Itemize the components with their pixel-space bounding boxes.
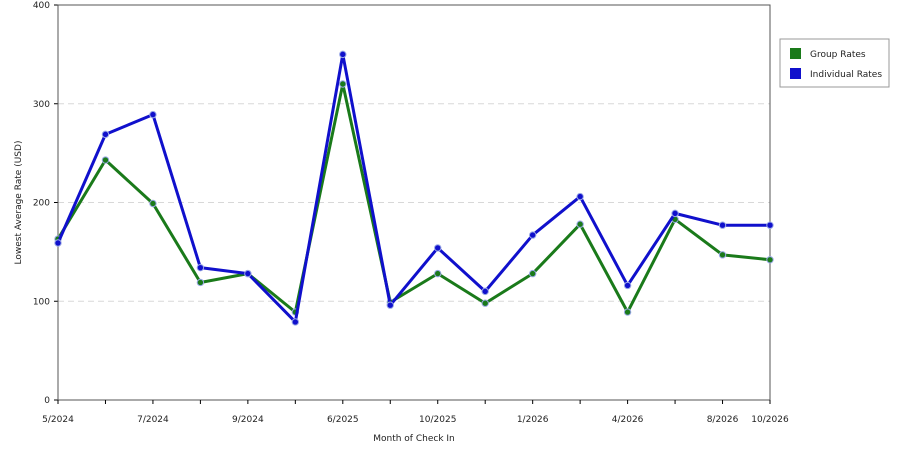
data-point-individual-rates[interactable] [718,221,727,229]
x-tick-label: 10/2026 [751,415,789,425]
data-point-individual-rates[interactable] [434,244,442,252]
x-tick-label: 8/2026 [707,415,739,425]
data-point-individual-rates[interactable] [54,239,62,247]
data-point-individual-rates[interactable] [196,263,205,272]
data-point-individual-rates[interactable] [291,318,300,326]
x-tick-label: 7/2024 [137,415,169,425]
legend-swatch-individual-rates [790,68,801,79]
y-tick-label: 200 [33,199,50,209]
data-point-group-rates[interactable] [434,269,442,278]
series-line-group-rates [56,82,771,314]
data-point-group-rates[interactable] [576,220,584,228]
legend-label-group-rates: Group Rates [810,50,866,60]
data-point-group-rates[interactable] [149,199,157,208]
data-point-individual-rates[interactable] [386,301,394,309]
data-point-individual-rates[interactable] [244,269,252,278]
grid [58,103,770,302]
legend: Group Rates Individual Rates [779,38,890,88]
legend-label-individual-rates: Individual Rates [810,70,882,80]
data-point-individual-rates[interactable] [623,281,632,290]
series-line-individual-rates [56,52,770,324]
data-point-group-rates[interactable] [718,251,727,259]
y-axis-title: Lowest Average Rate (USD) [14,141,24,265]
data-point-individual-rates[interactable] [149,110,157,119]
x-tick-label: 9/2024 [232,415,264,425]
legend-swatch-group-rates [790,48,801,59]
data-point-group-rates[interactable] [481,299,489,307]
y-tick-label: 300 [33,100,50,110]
data-point-individual-rates[interactable] [576,192,584,201]
y-tick-label: 0 [44,396,50,406]
series [54,50,774,326]
data-point-individual-rates[interactable] [528,231,537,239]
x-tick-label: 6/2025 [327,415,359,425]
x-tick-label: 4/2026 [612,415,644,425]
x-tick-label: 10/2025 [419,415,456,425]
axes [54,4,771,404]
data-point-individual-rates[interactable] [671,209,679,218]
x-tick-label: 1/2026 [517,415,549,425]
labels: 0 100 200 300 400 5/2024 7/2024 9/2024 6/2025 10/… [14,1,789,444]
data-point-group-rates[interactable] [196,278,205,287]
data-point-individual-rates[interactable] [766,221,774,229]
y-tick-label: 100 [33,297,50,307]
data-point-individual-rates[interactable] [481,287,489,296]
data-point-individual-rates[interactable] [101,130,110,139]
y-tick-label: 400 [33,1,50,11]
x-axis-title: Month of Check In [373,434,455,444]
x-tick-label: 5/2024 [42,415,74,425]
data-point-individual-rates[interactable] [339,50,347,59]
data-point-group-rates[interactable] [339,80,347,88]
data-point-group-rates[interactable] [766,256,774,264]
data-point-group-rates[interactable] [528,269,537,278]
data-point-group-rates[interactable] [101,156,110,164]
plot-frame [57,4,771,401]
data-point-group-rates[interactable] [623,308,632,316]
